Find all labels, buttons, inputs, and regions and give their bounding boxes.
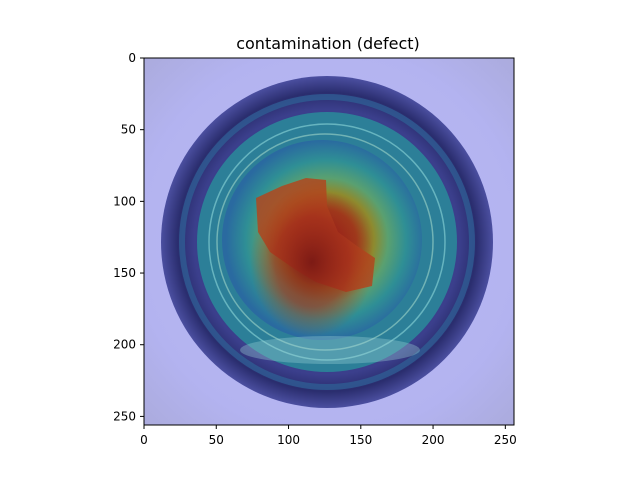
x-tick-label: 200	[422, 433, 445, 447]
x-tick-label: 150	[349, 433, 372, 447]
heatmap-image	[144, 58, 514, 425]
x-tick-label: 250	[494, 433, 517, 447]
x-axis: 0 50 100 150 200 250	[140, 425, 517, 447]
x-tick-label: 50	[209, 433, 224, 447]
y-axis: 0 50 100 150 200 250	[113, 51, 144, 423]
y-tick-label: 50	[121, 123, 136, 137]
plot-title: contamination (defect)	[236, 34, 420, 53]
y-tick-label: 250	[113, 409, 136, 423]
y-tick-label: 0	[128, 51, 136, 65]
x-tick-label: 100	[277, 433, 300, 447]
axes-frame	[143, 57, 515, 426]
y-tick-label: 200	[113, 338, 136, 352]
y-tick-label: 100	[113, 194, 136, 208]
y-tick-label: 150	[113, 266, 136, 280]
x-tick-label: 0	[140, 433, 148, 447]
hotspot	[250, 188, 374, 336]
